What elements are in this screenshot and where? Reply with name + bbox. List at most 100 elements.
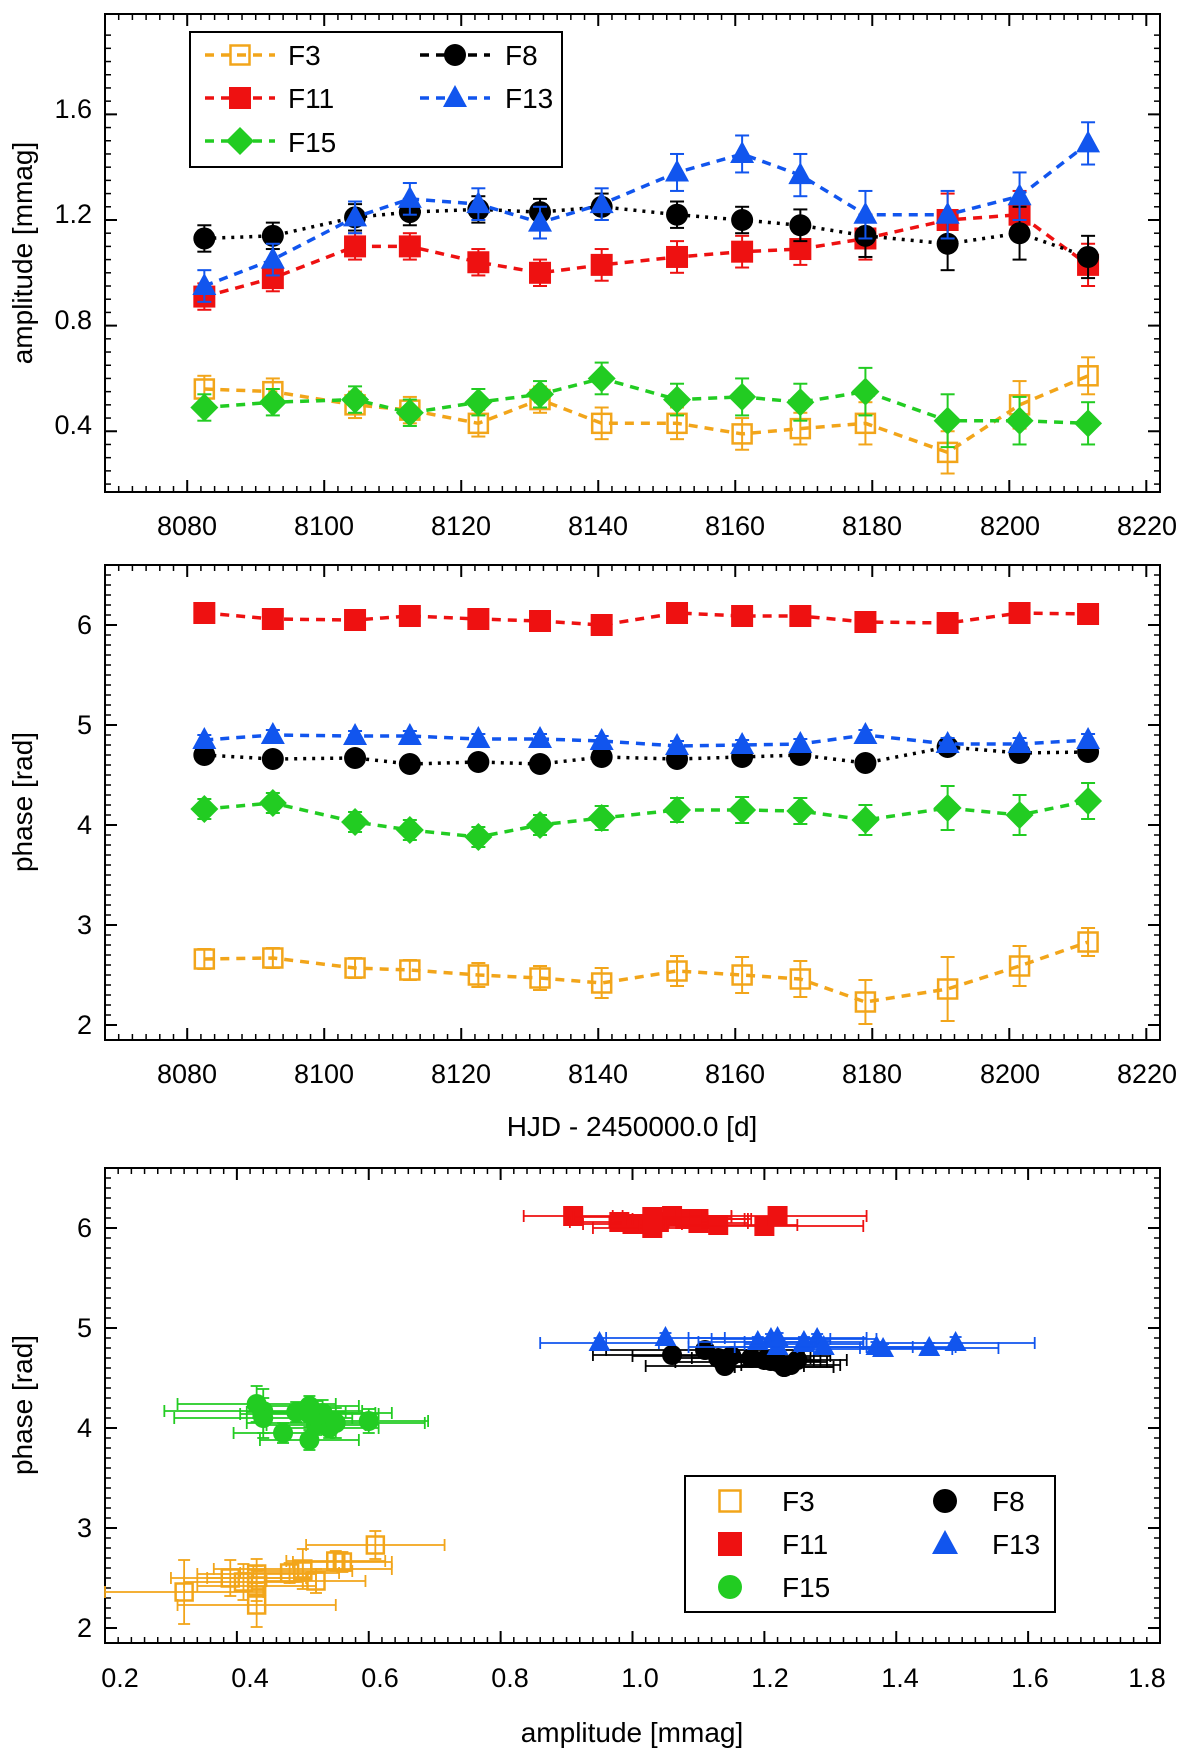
data-point-f11	[344, 235, 367, 258]
data-point-f11	[467, 251, 490, 274]
data-point-f3	[666, 960, 688, 982]
scatter-point-f13	[812, 1335, 835, 1355]
legend-1-marker-f11	[229, 87, 251, 109]
scatter-point-f11	[767, 1206, 788, 1226]
data-point-f15	[1005, 406, 1034, 435]
data-point-f15	[341, 385, 370, 414]
data-point-f13	[589, 191, 614, 214]
scatter-point-f11	[642, 1207, 663, 1227]
scatter-series-f13	[539, 1326, 1036, 1357]
data-point-f8	[731, 208, 754, 231]
panel-3-data	[104, 1206, 1036, 1628]
scatter-series-f11	[522, 1206, 868, 1238]
data-point-f3	[789, 968, 812, 990]
data-point-f13	[397, 723, 422, 745]
legend-3-marker-f13	[932, 1530, 958, 1554]
data-point-f13	[1076, 130, 1101, 153]
scatter-point-f3	[233, 1572, 254, 1592]
p2-xtick-label: 8080	[157, 1059, 217, 1089]
scatter-point-f8	[662, 1345, 683, 1365]
data-point-f13	[397, 185, 422, 208]
data-point-f15	[728, 382, 757, 411]
data-point-f11	[666, 245, 689, 268]
data-point-f8	[193, 227, 216, 250]
data-point-f8	[590, 746, 613, 768]
data-point-f8	[344, 747, 367, 769]
data-point-f15	[1074, 409, 1103, 438]
p3-ytick-label: 3	[77, 1513, 92, 1543]
data-point-f3	[529, 967, 551, 989]
p1-ytick-label: 0.4	[54, 410, 92, 440]
data-point-f15	[1005, 801, 1034, 829]
p3-xtick-label: 0.2	[101, 1663, 139, 1693]
panel-3-xtick-labels: 0.2 0.4 0.6 0.8 1.0 1.2 1.4 1.6 1.8	[101, 1663, 1166, 1693]
p2-xtick-label: 8180	[842, 1059, 902, 1089]
data-point-f3	[731, 423, 753, 445]
data-point-f13	[1076, 727, 1101, 749]
data-point-f13	[935, 201, 960, 224]
data-point-f15	[933, 794, 962, 822]
p2-xlabel: HJD - 2450000.0 [d]	[507, 1111, 758, 1142]
data-point-f8	[529, 753, 552, 775]
data-point-f3	[1008, 955, 1031, 977]
data-point-f15	[341, 808, 370, 836]
p2-ytick-label: 5	[77, 710, 92, 740]
data-point-f13	[665, 159, 690, 182]
scatter-series-f8	[592, 1340, 848, 1377]
p2-xtick-label: 8140	[568, 1059, 628, 1089]
data-point-f15	[464, 388, 493, 417]
data-point-f15	[464, 823, 493, 851]
data-point-f13	[730, 732, 755, 754]
legend-3-marker-f11	[718, 1532, 742, 1556]
scatter-point-f15	[299, 1404, 320, 1424]
legend-1-marker-f15	[226, 127, 254, 155]
scatter-point-f13	[918, 1336, 941, 1356]
legend-1-label-f8: F8	[505, 40, 538, 71]
p3-ytick-label: 2	[77, 1613, 92, 1643]
data-point-f3	[344, 957, 366, 979]
p3-xlabel: amplitude [mmag]	[521, 1717, 744, 1748]
data-point-f8	[1077, 245, 1100, 268]
panel-3-legend: F3 F11 F15 F8 F13	[684, 1475, 1056, 1613]
scatter-point-f3	[365, 1535, 386, 1555]
legend-1-marker-f8	[444, 44, 466, 66]
series-f15	[190, 782, 1103, 851]
data-point-f13	[665, 733, 690, 755]
data-point-f13	[192, 273, 217, 296]
p3-xtick-label: 1.6	[1011, 1663, 1049, 1693]
scatter-point-f3	[246, 1595, 267, 1615]
data-point-f15	[258, 388, 287, 417]
legend-3-marker-f3	[718, 1489, 742, 1513]
series-f15	[190, 361, 1103, 449]
data-point-f15	[1074, 787, 1103, 815]
data-point-f15	[786, 388, 815, 417]
scatter-point-f8	[721, 1346, 742, 1366]
panel-3-ytick-labels: 2 3 4 5 6	[77, 1213, 92, 1643]
data-point-f3	[731, 964, 753, 986]
data-point-f13	[788, 162, 813, 185]
data-point-f13	[343, 723, 368, 745]
data-point-f13	[1007, 731, 1032, 753]
data-point-f13	[466, 726, 491, 748]
data-point-f15	[663, 796, 692, 824]
data-point-f11	[590, 614, 613, 636]
scatter-point-f15	[246, 1394, 267, 1414]
panel-3-frame	[104, 1167, 1161, 1644]
legend-1-label-f13: F13	[505, 83, 553, 114]
data-point-f13	[528, 726, 553, 748]
series-line-f3	[204, 374, 1089, 455]
scatter-series-f15	[163, 1385, 429, 1451]
p2-xtick-label: 8220	[1117, 1059, 1177, 1089]
legend-3-box	[684, 1475, 1056, 1613]
data-point-f13	[1007, 183, 1032, 206]
data-point-f15	[786, 797, 815, 825]
data-point-f13	[343, 204, 368, 227]
p1-ytick-label: 1.2	[54, 199, 92, 229]
data-point-f15	[258, 789, 287, 817]
p1-ytick-label: 0.8	[54, 305, 92, 335]
scatter-point-f13	[588, 1331, 611, 1351]
legend-3-label-f3: F3	[782, 1486, 815, 1517]
legend-1-marker-f13	[443, 85, 467, 107]
scatter-point-f15	[358, 1411, 379, 1431]
